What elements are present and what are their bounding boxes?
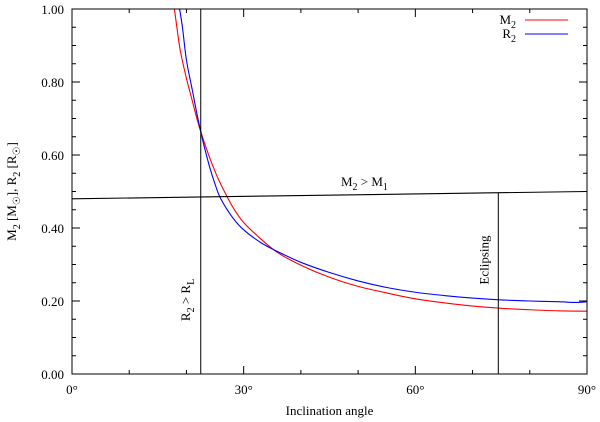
vertical-lines [200,9,499,374]
y-tick-label: 0.80 [41,75,64,90]
y-axis-label: M2​ [M☉​], R2​ [R☉​] [4,142,23,241]
x-tick-label: 60° [406,382,424,397]
eclipsing-label: Eclipsing [476,235,491,285]
y-tick-label: 0.60 [41,148,64,163]
x-tick-label: 30° [235,382,253,397]
series-line-2 [72,190,587,200]
tick-labels: 0° 30° 60° 90° 0.00 0.20 0.40 0.60 0.80 1.00 [41,2,596,397]
annotations: R2​ > RL​ Eclipsing M2​ > M1​ [178,174,492,321]
annotation-0: M2​ > M1​ [341,174,388,193]
x-tick-label: 90° [578,382,596,397]
series-line-0 [173,9,587,312]
y-tick-label: 0.20 [41,294,64,309]
x-tick-label: 0° [66,382,78,397]
y-tick-label: 0.00 [41,367,64,382]
axis-ticks [71,8,588,375]
series-layer [72,9,587,312]
series-line-1 [179,9,587,304]
plot-frame [71,8,588,375]
legend-label-0: M2​ [499,12,516,31]
x-axis-label: Inclination angle [286,403,374,418]
y-tick-label: 0.40 [41,221,64,236]
roche-lobe-label: R2​ > RL​ [178,279,197,321]
y-tick-label: 1.00 [41,2,64,17]
legend: M2​R2​ [499,12,568,45]
legend-label-1: R2​ [502,26,516,45]
